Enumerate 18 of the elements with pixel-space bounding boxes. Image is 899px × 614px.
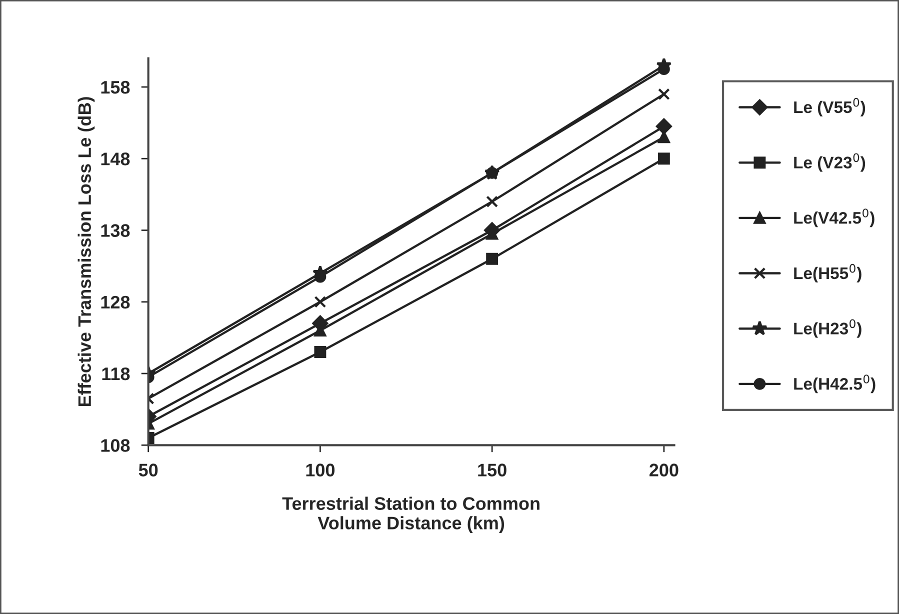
x-tick-label: 200 xyxy=(650,464,678,476)
legend-label: Le(V42.5$^{0}$) xyxy=(794,208,874,228)
y-tick-label: 128 xyxy=(101,296,130,309)
x-tick-label: 100 xyxy=(306,464,335,476)
y-tick-label: 108 xyxy=(101,439,130,452)
y-tick-label: 118 xyxy=(102,367,130,380)
legend-label: Le (V23$^{0}$) xyxy=(794,153,866,172)
legend-label: Le(H42.5$^{0}$) xyxy=(794,374,876,394)
y-axis-title: Effective Transmission Loss Le (dB) xyxy=(78,97,95,406)
legend-label: Le (V55$^{0}$) xyxy=(794,98,866,116)
y-tick-label: 148 xyxy=(101,152,130,166)
x-tick-label: 50 xyxy=(138,464,158,476)
legend-label: Le(H23$^{0}$) xyxy=(794,319,862,338)
x-tick-label: 150 xyxy=(478,464,506,476)
y-tick-label: 158 xyxy=(101,80,130,94)
legend-label: Le(H55$^{0}$) xyxy=(794,264,862,282)
x-axis-title: Terrestrial Station to Common Volume Distance (km) xyxy=(282,496,540,533)
y-tick-label: 138 xyxy=(101,224,130,237)
